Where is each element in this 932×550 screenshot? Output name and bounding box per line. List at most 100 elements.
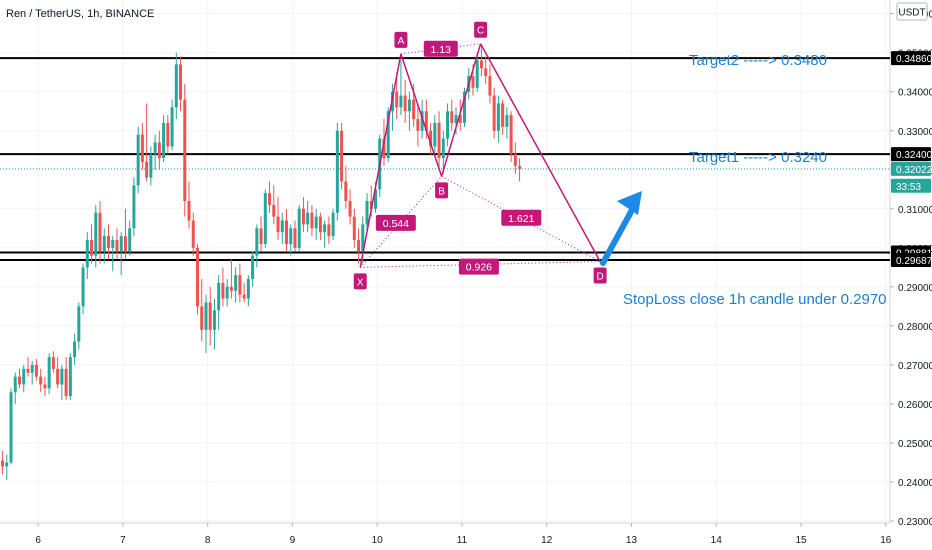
- time-tick-label: 13: [626, 535, 638, 546]
- candle: [153, 134, 157, 170]
- candle-body: [191, 220, 195, 248]
- candle-body: [13, 376, 17, 393]
- pattern-point-a: A: [394, 31, 408, 48]
- stoploss-annotation: StopLoss close 1h candle under 0.2970: [623, 291, 887, 308]
- candle: [166, 115, 170, 155]
- price-tick-label: 0.23000: [898, 517, 932, 528]
- candle: [26, 357, 30, 377]
- candle-body: [255, 228, 259, 256]
- candle-body: [424, 111, 428, 131]
- candle: [1, 450, 5, 475]
- candle: [77, 302, 81, 350]
- pattern-point-text: B: [438, 186, 445, 197]
- candle: [90, 224, 94, 264]
- candle-body: [263, 193, 267, 244]
- candle: [208, 286, 212, 346]
- candle-body: [26, 368, 30, 373]
- candle-body: [81, 267, 85, 307]
- candle-body: [102, 236, 106, 252]
- horizontal-levels: [0, 57, 890, 262]
- candle: [145, 103, 149, 182]
- candle: [251, 251, 255, 287]
- candle-body: [140, 134, 144, 162]
- candle-body: [157, 142, 161, 159]
- price-badge-text: 0.29687: [896, 256, 932, 267]
- candle: [399, 60, 403, 116]
- candle-body: [195, 247, 199, 307]
- ratio-label: 1.13: [423, 40, 458, 57]
- candle: [217, 275, 221, 330]
- candle-body: [386, 111, 390, 159]
- time-tick-label: 14: [711, 535, 723, 546]
- pattern-point-text: X: [357, 277, 364, 288]
- candle: [318, 212, 322, 241]
- candle: [306, 201, 310, 233]
- candle: [509, 111, 513, 162]
- candle: [276, 197, 280, 241]
- candle: [132, 177, 136, 237]
- candle: [195, 243, 199, 315]
- candle: [106, 224, 110, 260]
- candle-body: [314, 216, 318, 229]
- price-badge-text: 0.32400: [896, 150, 932, 161]
- candle-body: [43, 384, 47, 389]
- pattern-point-c: C: [474, 21, 488, 38]
- candle: [403, 80, 407, 123]
- candle-body: [280, 220, 284, 233]
- ratio-label: 0.926: [458, 258, 499, 275]
- candles: [1, 44, 522, 481]
- time-tick-label: 16: [880, 535, 892, 546]
- candle-body: [475, 60, 479, 88]
- candle: [407, 91, 411, 131]
- candle-body: [268, 193, 272, 205]
- candle: [344, 165, 348, 209]
- candle-body: [420, 111, 424, 131]
- candle-body: [276, 216, 280, 233]
- candle: [386, 107, 390, 162]
- candle: [51, 351, 55, 373]
- candle-body: [242, 294, 246, 299]
- candle-body: [395, 91, 399, 108]
- candle-body: [17, 376, 21, 385]
- candle-body: [433, 122, 437, 147]
- candle-body: [187, 201, 191, 221]
- candle-body: [416, 119, 420, 131]
- price-axis[interactable]: 0.360000.350000.340000.330000.320000.310…: [890, 10, 932, 528]
- time-axis[interactable]: 6 7 8 9 10 11 12 13 14 15 16: [35, 523, 892, 546]
- candle-body: [412, 99, 416, 120]
- candle-body: [310, 212, 314, 229]
- candle-body: [212, 310, 216, 330]
- candle-body: [327, 224, 331, 237]
- candle: [157, 130, 161, 170]
- candle-body: [51, 357, 55, 369]
- pattern-point-b: B: [435, 182, 449, 199]
- candle-body: [289, 228, 293, 244]
- candle-body: [344, 181, 348, 202]
- currency-badge[interactable]: USDT: [896, 2, 928, 21]
- candle: [47, 353, 51, 395]
- candle-body: [505, 115, 509, 127]
- price-badge: 0.29687: [891, 253, 932, 268]
- candle: [293, 220, 297, 252]
- candle: [204, 294, 208, 354]
- candle-body: [496, 103, 500, 131]
- candle-body: [119, 236, 123, 252]
- candle-body: [471, 76, 475, 88]
- harmonic-pattern[interactable]: 1.13 0.544 1.621 0.926 X A B C D: [353, 21, 607, 290]
- candle-body: [47, 357, 51, 389]
- candle: [9, 388, 13, 465]
- target-arrow-icon[interactable]: [600, 191, 642, 266]
- candle-body: [123, 236, 127, 252]
- time-tick-label: 15: [795, 535, 807, 546]
- pattern-leg: [440, 43, 482, 177]
- price-tick-label: 0.25000: [898, 439, 932, 450]
- candle-body: [60, 368, 64, 385]
- candle-body: [331, 212, 335, 237]
- candle-body: [259, 228, 263, 244]
- candle: [73, 333, 77, 365]
- candle: [30, 361, 34, 385]
- candle: [301, 197, 305, 233]
- candle: [183, 83, 187, 217]
